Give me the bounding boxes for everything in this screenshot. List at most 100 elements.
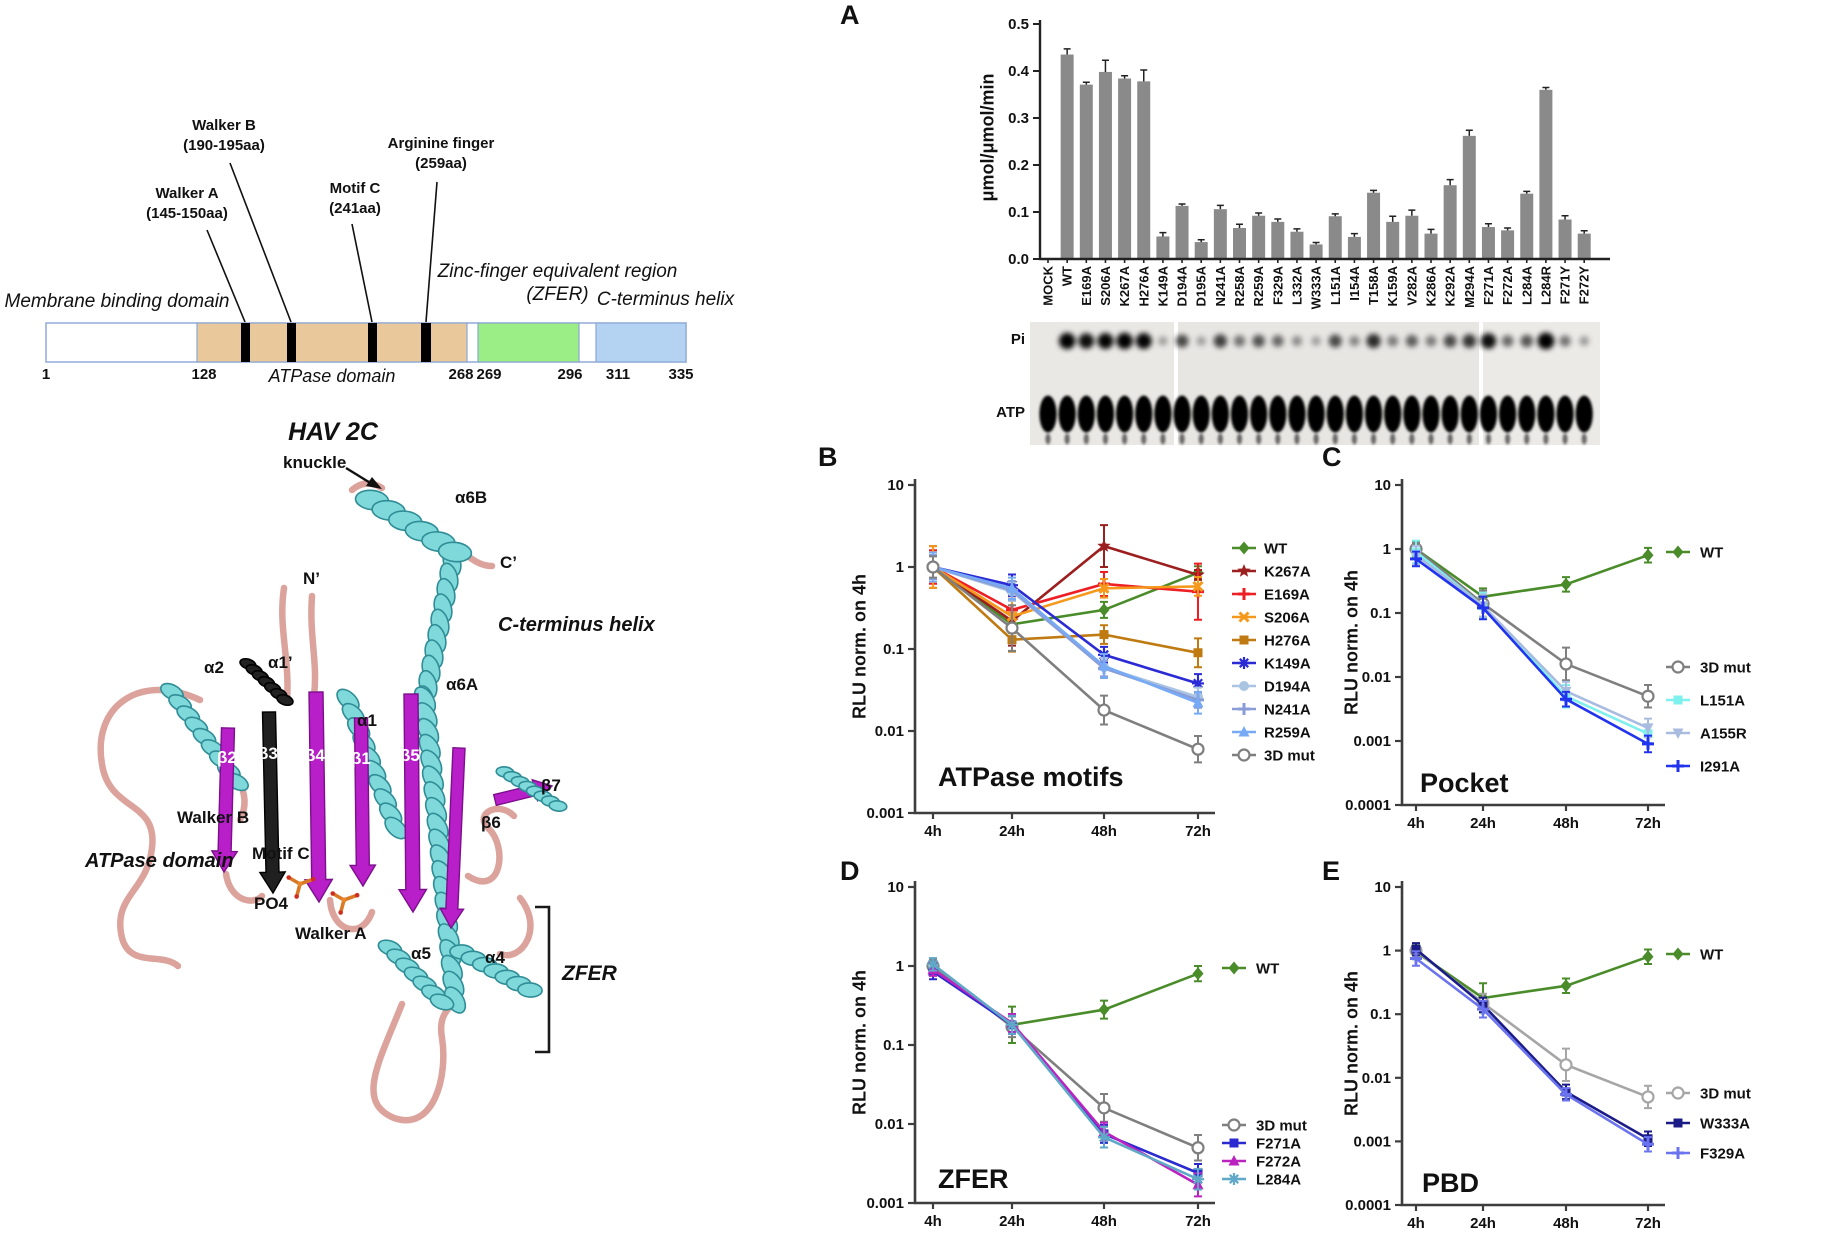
pi-spot-L151A [1328, 334, 1342, 348]
svg-text:H276A: H276A [1264, 633, 1311, 650]
line-chart-C: 10 1 0.1 0.01 0.001 0.0001 4h 24h 48h 72h WT 3D mut… [1345, 477, 1751, 832]
bar-K292A [1443, 185, 1457, 259]
svg-text:0.1: 0.1 [883, 641, 904, 658]
atp-spot-H276A [1135, 395, 1153, 433]
svg-text:0.1: 0.1 [1370, 1006, 1391, 1023]
legend-item-3D-mut: 3D mut [1666, 660, 1751, 677]
plot-title-atpase-motifs: ATPase motifs [938, 762, 1124, 792]
atp-spot-D194A [1173, 395, 1191, 433]
svg-text:0.01: 0.01 [1362, 669, 1391, 686]
callout-walker-a: Walker A (145-150aa) [102, 184, 272, 224]
pi-spot-M294A [1462, 334, 1477, 348]
svg-text:48h: 48h [1553, 1215, 1579, 1232]
svg-text:0.001: 0.001 [866, 1195, 904, 1212]
svg-text:L332A: L332A [1289, 265, 1304, 305]
legend-item-F272A: F272A [1222, 1154, 1301, 1171]
svg-text:H276A: H276A [1136, 265, 1151, 306]
callout-motif-c-name: Motif C [329, 180, 381, 197]
svg-text:K267A: K267A [1264, 564, 1311, 581]
callout-arginine-finger: Arginine finger (259aa) [356, 134, 526, 174]
svg-text:0.4: 0.4 [1008, 63, 1030, 80]
svg-text:48h: 48h [1091, 823, 1117, 840]
legend-item-N241A: N241A [1232, 702, 1311, 719]
callout-arginine-finger-name: Arginine finger [387, 135, 495, 152]
bar-E169A [1079, 84, 1093, 259]
y-axis-label-c: RLU norm. on 4h [1341, 570, 1362, 715]
svg-text:K286A: K286A [1424, 265, 1439, 306]
bar-T158A [1367, 192, 1381, 259]
pi-spot-L332A [1291, 335, 1303, 347]
segment-zfer [477, 322, 580, 363]
callout-walker-a-name: Walker A [155, 185, 219, 202]
bar-S206A [1098, 71, 1112, 259]
pi-spot-D194A [1175, 334, 1189, 348]
atp-spot-K267A [1116, 395, 1134, 433]
bar-F272Y [1577, 233, 1591, 259]
svg-text:I154A: I154A [1347, 265, 1362, 300]
svg-text:E169A: E169A [1264, 587, 1310, 604]
svg-text:0.001: 0.001 [1353, 1133, 1391, 1150]
svg-text:24h: 24h [999, 823, 1025, 840]
svg-text:10: 10 [1374, 477, 1391, 494]
scale-mark-269: 269 [476, 366, 502, 383]
plot-title-pocket: Pocket [1420, 768, 1509, 798]
panel-label-a: A [840, 0, 860, 30]
svg-text:L151A: L151A [1328, 265, 1343, 305]
segment-cterm [595, 322, 687, 363]
pi-spot-H276A [1135, 333, 1152, 349]
atp-spot-L284A [1518, 395, 1536, 433]
scale-mark-335: 335 [668, 366, 694, 383]
svg-text:R259A: R259A [1251, 265, 1266, 306]
legend-item-F329A: F329A [1666, 1146, 1745, 1163]
bar-F329A [1271, 221, 1285, 259]
bar-WT [1060, 54, 1074, 259]
structure-label--5: β5 [400, 746, 420, 765]
pi-spot-K292A [1443, 334, 1457, 348]
legend-item-W333A: W333A [1666, 1116, 1750, 1133]
svg-text:0.5: 0.5 [1008, 16, 1029, 33]
pi-spot-I154A [1349, 335, 1360, 347]
svg-text:T158A: T158A [1366, 265, 1381, 305]
svg-text:W333A: W333A [1309, 265, 1324, 309]
atp-spot-L284R [1537, 395, 1555, 433]
svg-text:0.1: 0.1 [1370, 605, 1391, 622]
callout-walker-b: Walker B (190-195aa) [139, 116, 309, 156]
callout-motif-c-range: (241aa) [329, 200, 381, 217]
svg-text:L151A: L151A [1700, 693, 1745, 710]
series-L284A [927, 957, 1204, 1191]
legend-item-H276A: H276A [1232, 633, 1311, 650]
structure-label-knuckle: knuckle [283, 453, 347, 472]
svg-text:WT: WT [1256, 961, 1279, 978]
svg-text:WT: WT [1264, 541, 1287, 558]
bar-K267A [1118, 78, 1132, 260]
bar-D195A [1194, 242, 1208, 259]
series-F329A [1410, 950, 1654, 1153]
svg-text:D194A: D194A [1175, 265, 1190, 306]
pi-spot-N241A [1213, 334, 1228, 348]
svg-text:4h: 4h [1407, 815, 1425, 832]
structure-label-po4: PO4 [254, 894, 289, 913]
structure-label-atpase-domain: ATPase domain [85, 850, 234, 872]
svg-text:WT: WT [1700, 947, 1723, 964]
legend-item-WT: WT [1232, 541, 1287, 558]
hav-2c-title: HAV 2C [288, 418, 378, 446]
pi-spot-T158A [1366, 333, 1381, 349]
svg-text:K149A: K149A [1264, 656, 1311, 673]
panel-label-c: C [1322, 442, 1342, 472]
zfer-region-label-line1: Zinc-finger equivalent region [437, 261, 678, 282]
structure-label-walker-a: Walker A [295, 924, 367, 943]
legend-item-I291A: I291A [1666, 759, 1740, 776]
series-3D-mut [1409, 943, 1655, 1110]
structure-label-zfer: ZFER [562, 962, 617, 985]
cterm-helix-label: C-terminus helix [596, 289, 735, 310]
svg-text:K267A: K267A [1117, 265, 1132, 306]
structure-label--6: β6 [481, 813, 501, 832]
svg-text:48h: 48h [1553, 815, 1579, 832]
pi-spot-F272Y [1579, 336, 1590, 346]
pi-spot-F329A [1271, 335, 1284, 347]
structure-label--4: α4 [485, 948, 505, 967]
bar-L284R [1539, 89, 1553, 259]
svg-text:10: 10 [1374, 879, 1391, 896]
structure-label--6b: α6B [455, 488, 488, 507]
svg-text:D195A: D195A [1194, 265, 1209, 306]
